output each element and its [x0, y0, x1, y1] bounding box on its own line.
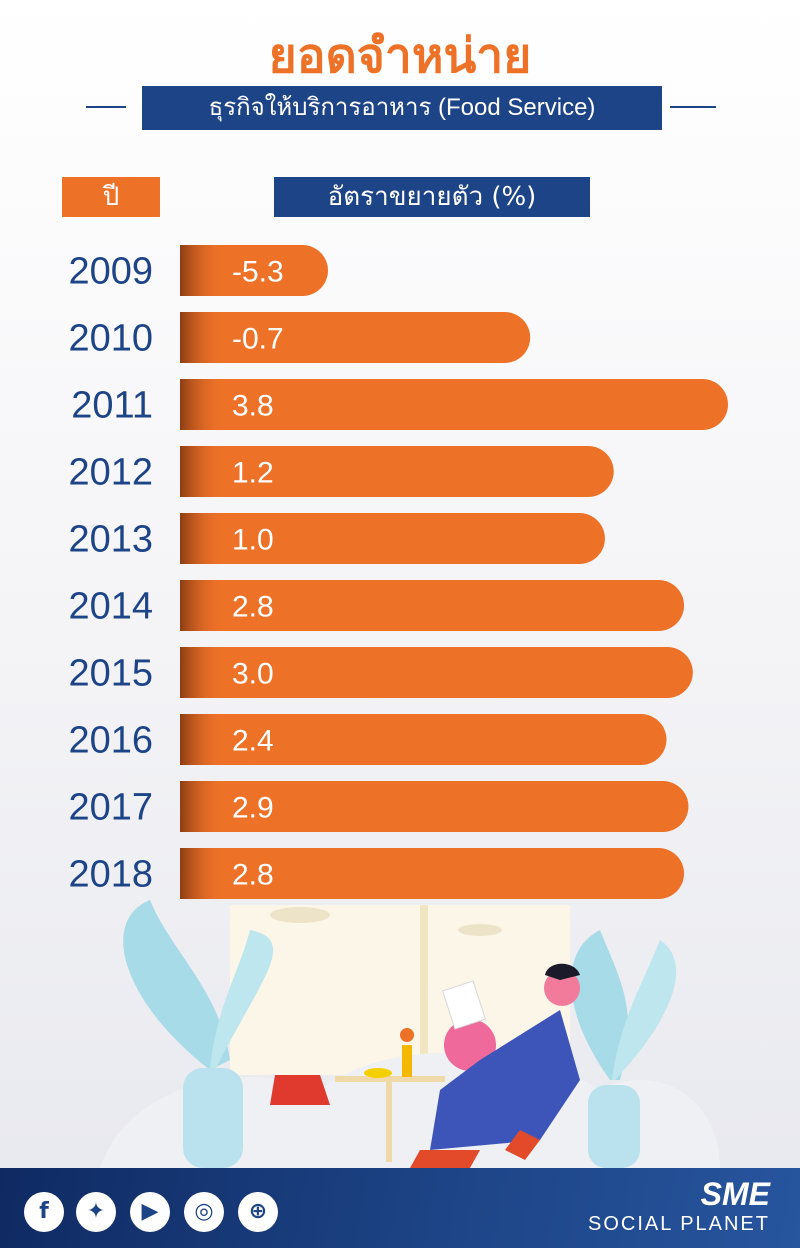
year-label-2010: 2010 — [68, 318, 153, 360]
twitter-icon[interactable]: ✦ — [76, 1192, 116, 1232]
person-hair — [545, 963, 580, 980]
value-label-2017: 2.9 — [232, 792, 274, 825]
bar-2016 — [180, 714, 667, 765]
bar-shadow — [180, 379, 224, 430]
plant-leaf-icon — [123, 900, 230, 1070]
subtitle-rule-left — [86, 106, 126, 108]
bar-shadow — [180, 781, 224, 832]
plant-leaf-icon — [612, 940, 677, 1080]
cloud-shape — [458, 924, 502, 936]
bar-shadow — [180, 446, 224, 497]
bar-2014 — [180, 580, 685, 631]
year-label-2015: 2015 — [68, 653, 153, 695]
bar-shadow — [180, 580, 224, 631]
rate-column-header: อัตราขยายตัว (%) — [274, 177, 590, 217]
youtube-icon[interactable]: ▶ — [130, 1192, 170, 1232]
year-label-2017: 2017 — [68, 787, 153, 829]
bar-2011 — [180, 379, 728, 430]
chart-title: ยอดจำหน่าย — [268, 28, 532, 84]
bar-2012 — [180, 446, 614, 497]
value-label-2011: 3.8 — [232, 390, 274, 423]
cafe-illustration — [100, 900, 720, 1168]
year-labels: 2009 2010 2011 2012 2013 2014 2015 2016 2017 2018 — [68, 251, 153, 896]
newspaper-icon — [441, 980, 487, 1030]
year-label-2018: 2018 — [68, 854, 153, 896]
value-label-2009: -5.3 — [232, 256, 284, 289]
plant-leaf-icon — [210, 930, 274, 1070]
shoe-icon — [505, 1130, 540, 1160]
person-head — [544, 970, 580, 1006]
bar-shadow — [180, 848, 224, 899]
value-label-2016: 2.4 — [232, 725, 274, 758]
plant-pot — [183, 1068, 243, 1168]
year-label-2012: 2012 — [68, 452, 153, 494]
value-label-2018: 2.8 — [232, 859, 274, 892]
table-leg — [386, 1082, 392, 1162]
cloud-shape — [270, 907, 330, 923]
bars — [180, 245, 728, 899]
globe-icon[interactable]: ⊕ — [238, 1192, 278, 1232]
bar-2010 — [180, 312, 531, 363]
value-label-2012: 1.2 — [232, 457, 274, 490]
year-label-2009: 2009 — [68, 251, 153, 293]
bar-2018 — [180, 848, 685, 899]
table-top — [335, 1076, 445, 1082]
footer-bar: f ✦ ▶ ◎ ⊕ SME SOCIAL PLANET — [0, 1168, 800, 1248]
year-label-2013: 2013 — [68, 519, 153, 561]
value-label-2010: -0.7 — [232, 323, 284, 356]
brand-top: SME — [700, 1176, 770, 1212]
bar-shadow — [180, 245, 224, 296]
facebook-icon[interactable]: f — [24, 1192, 64, 1232]
bar-2017 — [180, 781, 689, 832]
year-column-header: ปี — [62, 177, 160, 217]
bar-shadow — [180, 513, 224, 564]
shoe-icon — [410, 1150, 480, 1168]
bar-shadow — [180, 647, 224, 698]
value-labels: -5.3 -0.7 3.8 1.2 1.0 2.8 3.0 2.4 2.9 2.8 — [232, 256, 284, 892]
plant-pot — [588, 1085, 640, 1168]
bar-shadow — [180, 714, 224, 765]
handbag-icon — [270, 1075, 330, 1105]
window-divider — [420, 905, 428, 1075]
flower-icon — [400, 1028, 414, 1042]
instagram-icon[interactable]: ◎ — [184, 1192, 224, 1232]
year-label-2014: 2014 — [68, 586, 153, 628]
year-label-2011: 2011 — [71, 385, 153, 427]
bar-shadow — [180, 312, 224, 363]
bar-2015 — [180, 647, 693, 698]
person-figure — [430, 1010, 580, 1150]
brand-logo: SME SOCIAL PLANET — [588, 1176, 770, 1236]
plant-leaf-icon — [571, 930, 629, 1080]
value-label-2014: 2.8 — [232, 591, 274, 624]
plate-icon — [364, 1068, 392, 1078]
value-label-2015: 3.0 — [232, 658, 274, 691]
value-label-2013: 1.0 — [232, 524, 274, 557]
chart-subtitle: ธุรกิจให้บริการอาหาร (Food Service) — [142, 86, 662, 130]
growth-bar-chart: 2009 2010 2011 2012 2013 2014 2015 2016 2017 2018… — [68, 245, 728, 1168]
chair-cushion — [444, 1019, 496, 1071]
year-label-2016: 2016 — [68, 720, 153, 762]
vase-icon — [402, 1045, 412, 1077]
subtitle-rule-right — [670, 106, 716, 108]
brand-bottom: SOCIAL PLANET — [588, 1213, 770, 1235]
bar-2013 — [180, 513, 605, 564]
